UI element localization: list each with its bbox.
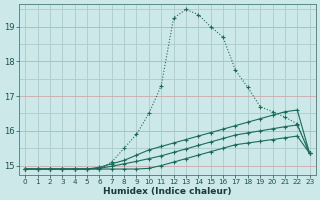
X-axis label: Humidex (Indice chaleur): Humidex (Indice chaleur) — [103, 187, 232, 196]
